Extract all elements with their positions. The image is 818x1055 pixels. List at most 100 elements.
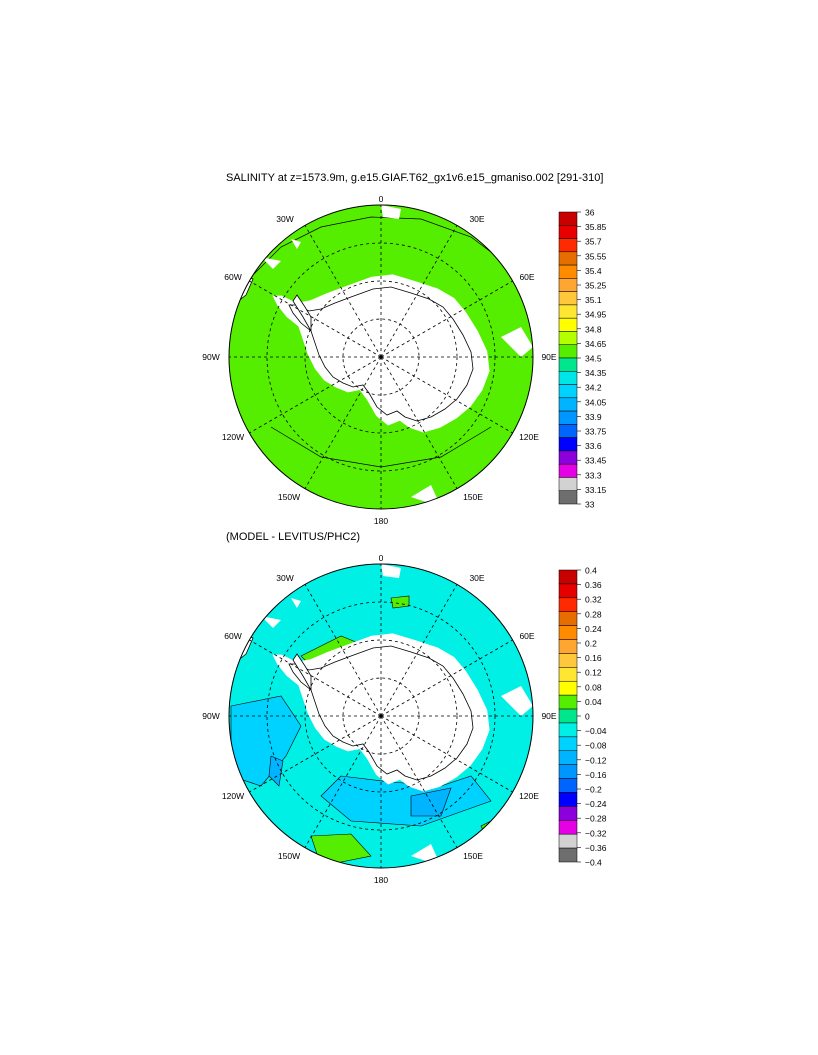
longitude-label: 90W xyxy=(202,352,219,362)
colorbar-swatch xyxy=(558,424,578,438)
missing-data-patch xyxy=(291,239,301,249)
colorbar-swatch xyxy=(558,357,578,372)
colorbar-label: 35.25 xyxy=(585,281,607,291)
colorbar-swatch xyxy=(558,278,578,292)
colorbar-label: −0.08 xyxy=(585,741,607,751)
colorbar-swatch xyxy=(558,463,578,478)
longitude-label: 120W xyxy=(222,791,244,801)
colorbar-label: 0.24 xyxy=(585,624,602,634)
missing-data-patch xyxy=(381,205,401,219)
colorbar-label: −0.4 xyxy=(585,858,602,868)
colorbar-label: 33.3 xyxy=(585,470,602,480)
colorbar-swatch xyxy=(558,820,578,835)
longitude-label: 150W xyxy=(278,851,300,861)
longitude-label: 150E xyxy=(463,492,483,502)
colorbar-swatch xyxy=(558,792,578,807)
colorbar-label: 33 xyxy=(585,500,595,510)
meridian-line xyxy=(380,356,458,489)
missing-data-patch xyxy=(261,257,281,269)
colorbar-label: 35.7 xyxy=(585,237,602,247)
colorbar-swatch xyxy=(558,410,578,425)
meridian-line xyxy=(380,639,513,717)
latitude-circle xyxy=(304,639,458,793)
missing-data-patch xyxy=(501,327,533,357)
colorbar-label: 0.36 xyxy=(585,580,602,590)
latitude-circle xyxy=(304,280,458,434)
colorbar-swatch xyxy=(558,437,578,452)
colorbar-label: 35.85 xyxy=(585,222,607,232)
longitude-label: 150E xyxy=(463,851,483,861)
colorbar-swatch xyxy=(558,331,578,345)
colorbar-swatch xyxy=(558,736,578,752)
colorbar-swatch xyxy=(558,583,578,599)
colorbar-swatch xyxy=(558,304,578,319)
colorbar-label: 34.8 xyxy=(585,324,602,334)
colorbar-label: 0 xyxy=(585,712,590,722)
colorbar-swatch xyxy=(558,611,578,626)
colorbar-swatch xyxy=(558,833,578,849)
longitude-label: 0 xyxy=(379,194,384,204)
longitude-label: 0 xyxy=(379,553,384,563)
meridian-line xyxy=(380,584,458,717)
polar-map-difference: 0 30E 60E 90E 120E 150E 180 150W 120W 90W 60W 30W xyxy=(202,553,557,885)
colorbar-label: 34.65 xyxy=(585,339,607,349)
colorbar-label: 0.16 xyxy=(585,653,602,663)
colorbar-salinity: 36 35.85 35.7 35.55 35.4 35.25 35.1 34.95 34.8 34… xyxy=(558,208,607,510)
anomaly-patch xyxy=(410,787,452,817)
missing-data-patch xyxy=(291,598,301,608)
colorbar-label: −0.36 xyxy=(585,843,607,853)
meridian-line xyxy=(249,715,382,793)
colorbar-label: 34.5 xyxy=(585,354,602,364)
colorbar-label: −0.24 xyxy=(585,799,607,809)
colorbar-swatch xyxy=(558,384,578,399)
meridian-line xyxy=(380,280,513,358)
colorbar-label: 36 xyxy=(585,208,595,218)
colorbar-swatch xyxy=(558,625,578,640)
meridian-line xyxy=(380,715,458,848)
colorbar-swatch xyxy=(558,344,578,359)
colorbar-label: 0.12 xyxy=(585,668,602,678)
colorbar-label: −0.28 xyxy=(585,814,607,824)
colorbar-swatch xyxy=(558,639,578,654)
colorbar-swatch xyxy=(558,450,578,465)
colorbar-label: −0.2 xyxy=(585,785,602,795)
colorbar-label: 34.35 xyxy=(585,368,607,378)
colorbar-label: −0.32 xyxy=(585,828,607,838)
longitude-label: 60E xyxy=(519,631,534,641)
colorbar-label: 33.45 xyxy=(585,456,607,466)
colorbar-swatch xyxy=(558,667,578,682)
meridian-line xyxy=(304,584,382,717)
colorbar-swatch xyxy=(558,597,578,612)
anomaly-patch xyxy=(268,755,284,787)
colorbar-swatch xyxy=(558,317,578,332)
colorbar-swatch xyxy=(558,490,578,505)
colorbar-swatch xyxy=(558,722,578,738)
meridian-line xyxy=(249,280,382,358)
missing-data-patch xyxy=(501,686,533,716)
longitude-label: 180 xyxy=(374,875,388,885)
colorbar-swatch xyxy=(558,264,578,279)
meridian-line xyxy=(304,715,382,848)
longitude-label: 120E xyxy=(519,432,539,442)
meridian-line xyxy=(380,715,513,793)
colorbar-label: 35.1 xyxy=(585,295,602,305)
anomaly-patch xyxy=(390,595,410,609)
longitude-label: 90W xyxy=(202,711,219,721)
colorbar-swatch xyxy=(558,778,578,793)
colorbar-label: 0.4 xyxy=(585,566,597,576)
longitude-label: 30E xyxy=(469,573,484,583)
colorbar-swatch xyxy=(558,750,578,765)
colorbar-swatch xyxy=(558,225,578,239)
longitude-label: 120W xyxy=(222,432,244,442)
colorbar-label: 35.55 xyxy=(585,251,607,261)
colorbar-swatch xyxy=(558,708,578,724)
longitude-label: 60W xyxy=(224,631,241,641)
colorbar-swatch xyxy=(558,806,578,821)
colorbar-swatch xyxy=(558,680,578,696)
longitude-label: 60W xyxy=(224,272,241,282)
colorbar-swatch xyxy=(558,477,578,491)
longitude-label: 60E xyxy=(519,272,534,282)
colorbar-label: 0.28 xyxy=(585,609,602,619)
map-boundary xyxy=(228,204,534,510)
map-boundary xyxy=(228,563,534,869)
